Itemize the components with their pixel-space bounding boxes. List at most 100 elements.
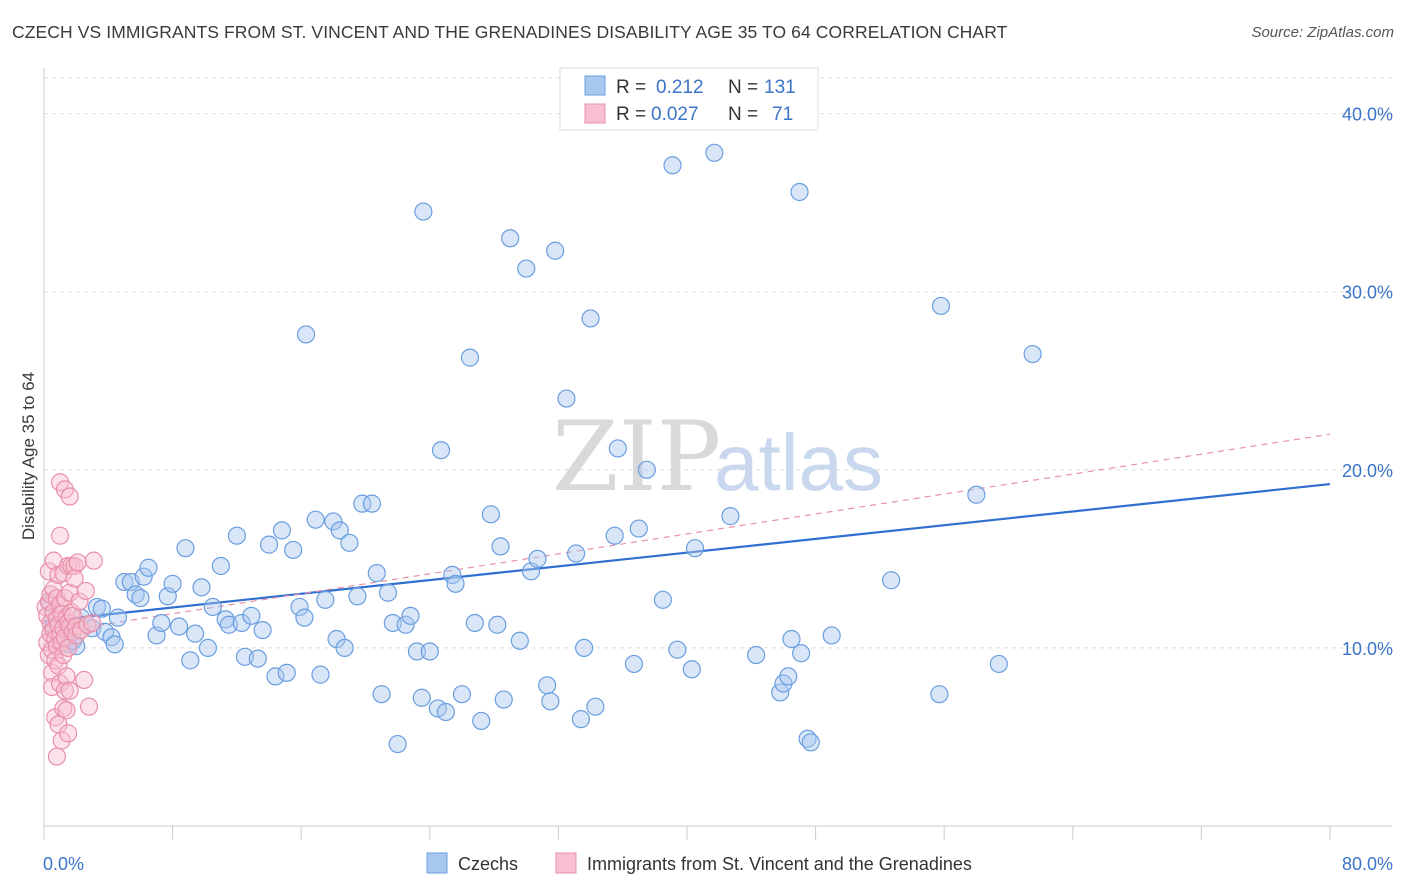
legend-swatch-czechs xyxy=(584,75,606,96)
point-czechs xyxy=(1023,344,1042,364)
point-czechs xyxy=(259,535,279,554)
point-czechs xyxy=(407,642,427,661)
point-czechs xyxy=(176,539,195,558)
point-czechs xyxy=(663,156,682,175)
point-immigrants xyxy=(83,613,102,633)
point-czechs xyxy=(367,564,386,583)
point-czechs xyxy=(296,325,316,344)
point-immigrants xyxy=(57,701,76,720)
point-czechs xyxy=(541,692,560,711)
point-czechs xyxy=(272,521,292,540)
point-czechs xyxy=(388,734,407,754)
y-tick-label: 40.0% xyxy=(1342,105,1393,125)
watermark: ZIP atlas xyxy=(552,401,883,513)
point-czechs xyxy=(637,460,656,479)
data-points xyxy=(36,143,1042,766)
point-czechs xyxy=(581,309,600,328)
point-czechs xyxy=(115,572,134,592)
point-immigrants xyxy=(60,487,79,506)
legend-n-value-1: 131 xyxy=(764,77,796,98)
point-czechs xyxy=(989,654,1008,674)
point-czechs xyxy=(586,697,605,716)
point-immigrants xyxy=(84,551,103,570)
chart-source: Source: ZipAtlas.com xyxy=(1251,24,1394,41)
point-czechs xyxy=(227,526,246,545)
point-czechs xyxy=(203,597,222,617)
point-czechs xyxy=(211,556,230,576)
x-tick-label: 0.0% xyxy=(43,854,84,874)
point-czechs xyxy=(105,635,124,654)
point-czechs xyxy=(782,629,801,649)
tick-labels: 10.0% 20.0% 30.0% 40.0% 0.0% 80.0% xyxy=(43,105,1393,874)
point-czechs xyxy=(163,574,182,593)
legend-swatch-immigrants xyxy=(584,103,606,124)
point-czechs xyxy=(882,571,901,590)
x-tick-label: 80.0% xyxy=(1342,854,1393,874)
point-immigrants xyxy=(39,562,58,581)
point-czechs xyxy=(546,241,565,260)
y-tick-label: 10.0% xyxy=(1342,639,1393,659)
point-czechs xyxy=(931,296,951,316)
series-legend-label-immigrants: Immigrants from St. Vincent and the Gren… xyxy=(587,854,972,874)
point-czechs xyxy=(340,533,359,552)
point-czechs xyxy=(792,644,811,663)
point-czechs xyxy=(108,608,128,627)
point-czechs xyxy=(460,348,480,367)
point-czechs xyxy=(330,521,349,540)
axes xyxy=(43,68,1392,840)
point-czechs xyxy=(472,711,491,731)
legend-n-label-2: N = xyxy=(728,104,758,125)
point-immigrants xyxy=(70,592,89,611)
point-czechs xyxy=(139,558,158,577)
point-czechs xyxy=(575,638,594,658)
point-immigrants xyxy=(79,697,99,716)
point-czechs xyxy=(801,733,820,752)
point-czechs xyxy=(295,608,314,627)
point-immigrants xyxy=(59,724,78,743)
point-czechs xyxy=(420,642,439,661)
y-axis-label: Disability Age 35 to 64 xyxy=(19,372,38,540)
point-immigrants xyxy=(57,667,76,686)
legend-n-label-1: N = xyxy=(728,77,758,98)
trendlines xyxy=(43,433,1331,635)
point-czechs xyxy=(335,638,354,658)
point-czechs xyxy=(152,613,171,633)
point-czechs xyxy=(378,583,398,602)
point-immigrants xyxy=(68,553,87,572)
point-czechs xyxy=(790,182,809,202)
point-czechs xyxy=(538,676,557,695)
point-czechs xyxy=(517,259,536,278)
point-czechs xyxy=(629,519,648,538)
point-czechs xyxy=(134,567,153,586)
point-czechs xyxy=(324,512,343,531)
legend-r-value-1: 0.212 xyxy=(656,77,704,98)
point-czechs xyxy=(491,537,510,556)
point-czechs xyxy=(967,485,986,504)
point-czechs xyxy=(232,613,251,633)
point-immigrants xyxy=(76,581,95,601)
point-czechs xyxy=(566,544,586,563)
series-legend-swatch-immigrants xyxy=(555,852,577,874)
point-czechs xyxy=(169,617,189,636)
point-immigrants xyxy=(65,556,84,576)
point-czechs xyxy=(181,651,200,670)
point-czechs xyxy=(186,624,205,643)
point-czechs xyxy=(311,665,330,684)
point-immigrants xyxy=(60,617,79,636)
point-czechs xyxy=(528,549,547,568)
point-czechs xyxy=(747,645,766,665)
point-czechs xyxy=(822,626,841,645)
point-czechs xyxy=(412,688,431,707)
point-czechs xyxy=(198,638,218,658)
y-tick-label: 20.0% xyxy=(1342,461,1393,481)
series-legend-label-czechs: Czechs xyxy=(458,854,518,874)
watermark-atlas: atlas xyxy=(714,418,883,507)
point-czechs xyxy=(362,494,382,513)
point-czechs xyxy=(242,606,261,625)
point-czechs xyxy=(452,685,472,704)
point-czechs xyxy=(348,587,367,606)
point-czechs xyxy=(481,505,500,524)
trendline-immigrants xyxy=(43,433,1331,635)
point-czechs xyxy=(431,441,451,460)
